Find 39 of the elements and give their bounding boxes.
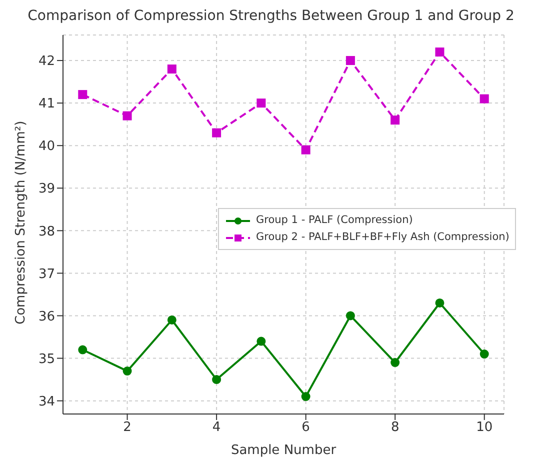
y-tick-label: 41: [38, 96, 55, 112]
legend-label: Group 2 - PALF+BLF+BF+Fly Ash (Compression): [256, 230, 510, 245]
point: [390, 116, 400, 125]
point: [212, 375, 222, 384]
point: [301, 392, 310, 402]
y-tick-label: 37: [38, 266, 55, 282]
x-tick-label: 10: [476, 420, 493, 436]
y-axis-title: Compression Strength (N/mm²): [14, 120, 29, 324]
y-tick-label: 42: [38, 54, 55, 70]
point: [435, 298, 444, 308]
point: [301, 145, 310, 154]
x-tick-label: 6: [302, 420, 310, 436]
point: [256, 98, 266, 108]
y-tick-label: 34: [38, 394, 55, 410]
point: [346, 56, 355, 66]
point: [122, 111, 132, 120]
point: [390, 358, 400, 368]
point: [212, 128, 222, 138]
point: [480, 350, 489, 359]
y-tick-label: 40: [38, 139, 55, 154]
y-tick-label: 35: [38, 352, 55, 367]
point: [78, 90, 88, 100]
point: [256, 336, 266, 346]
point: [167, 64, 176, 74]
point: [122, 366, 132, 376]
legend-label: Group 1 - PALF (Compression): [256, 213, 413, 228]
point: [167, 315, 176, 324]
y-tick-label: 38: [38, 224, 55, 240]
chart-title: Comparison of Compression Strengths Between Group 1 and Group 2: [26, 8, 516, 24]
y-tick-label: 36: [38, 309, 55, 324]
point: [435, 48, 444, 57]
point: [78, 345, 88, 354]
x-tick-label: 2: [123, 420, 132, 436]
x-tick-label: 4: [212, 420, 221, 436]
point: [480, 94, 489, 104]
x-axis-title: Sample Number: [230, 443, 337, 458]
point: [346, 311, 355, 320]
y-tick-label: 39: [38, 182, 55, 197]
x-tick-label: 8: [390, 420, 400, 436]
